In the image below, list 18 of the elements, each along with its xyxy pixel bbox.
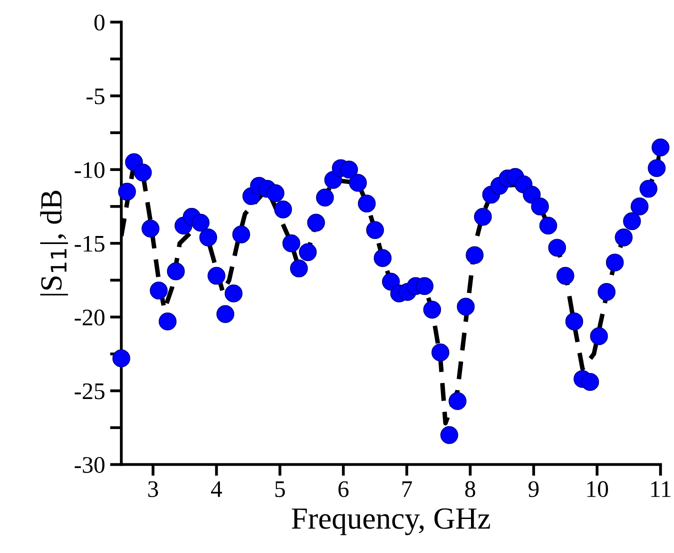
x-tick-label: 11 <box>651 481 670 497</box>
x-tick-label: 3 <box>148 481 158 498</box>
x-tick-label: 7 <box>402 481 412 497</box>
y-tick-label: 0 <box>94 14 104 31</box>
y-tick-label: -25 <box>74 383 104 400</box>
y-tick-label: -15 <box>74 236 104 252</box>
y-axis-title: |S$_{11}$|, dB <box>40 190 68 296</box>
x-tick-label: 8 <box>465 481 476 498</box>
y-tick-label: -10 <box>74 162 104 178</box>
y-tick-label: -5 <box>86 88 104 104</box>
x-tick-label: 5 <box>275 481 285 498</box>
x-tick-label: 6 <box>338 481 349 498</box>
x-axis-title: Frequency, GHz <box>292 508 490 536</box>
x-tick-label: 4 <box>211 481 222 497</box>
x-tick-label: 10 <box>587 481 608 498</box>
y-tick-label: -30 <box>74 457 104 473</box>
x-tick-label: 9 <box>528 481 539 498</box>
y-tick-label: -20 <box>74 310 104 326</box>
